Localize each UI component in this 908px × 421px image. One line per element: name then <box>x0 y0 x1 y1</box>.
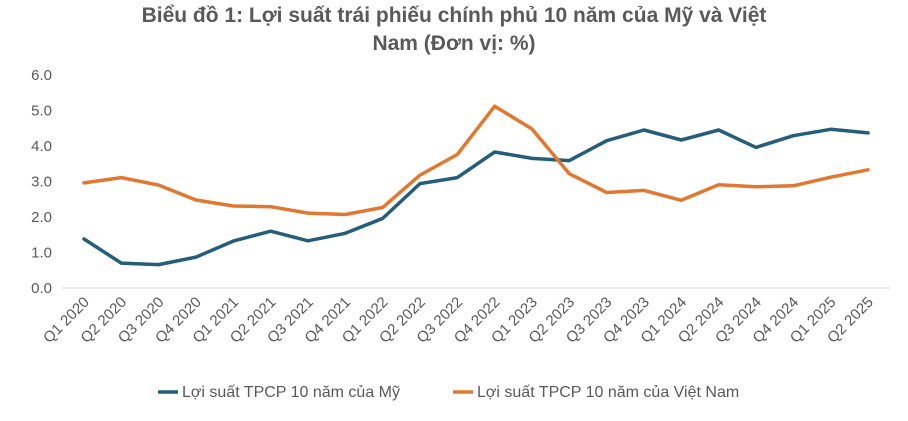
y-tick-label: 3.0 <box>31 174 52 191</box>
y-tick-label: 0.0 <box>31 280 52 297</box>
y-tick-label: 1.0 <box>31 245 52 262</box>
chart-title-line-2: Nam (Đơn vị: %) <box>372 32 536 55</box>
chart-title: Biểu đồ 1: Lợi suất trái phiếu chính phủ… <box>0 2 908 58</box>
y-tick-label: 6.0 <box>31 67 52 84</box>
legend: Lợi suất TPCP 10 năm của Mỹ Lợi suất TPCP… <box>158 384 739 401</box>
legend-label-us: Lợi suất TPCP 10 năm của Mỹ <box>182 384 400 401</box>
y-tick-label: 5.0 <box>31 103 52 120</box>
series-line-us <box>82 127 870 267</box>
series-line-vietnam <box>82 104 870 217</box>
y-tick-label: 2.0 <box>31 209 52 226</box>
y-tick-label: 4.0 <box>31 138 52 155</box>
y-axis: 0.0 1.0 2.0 3.0 4.0 5.0 6.0 <box>31 67 52 297</box>
chart-title-line-1: Biểu đồ 1: Lợi suất trái phiếu chính phủ… <box>141 4 767 27</box>
series-lines <box>82 104 870 267</box>
legend-label-vietnam: Lợi suất TPCP 10 năm của Việt Nam <box>477 384 739 401</box>
